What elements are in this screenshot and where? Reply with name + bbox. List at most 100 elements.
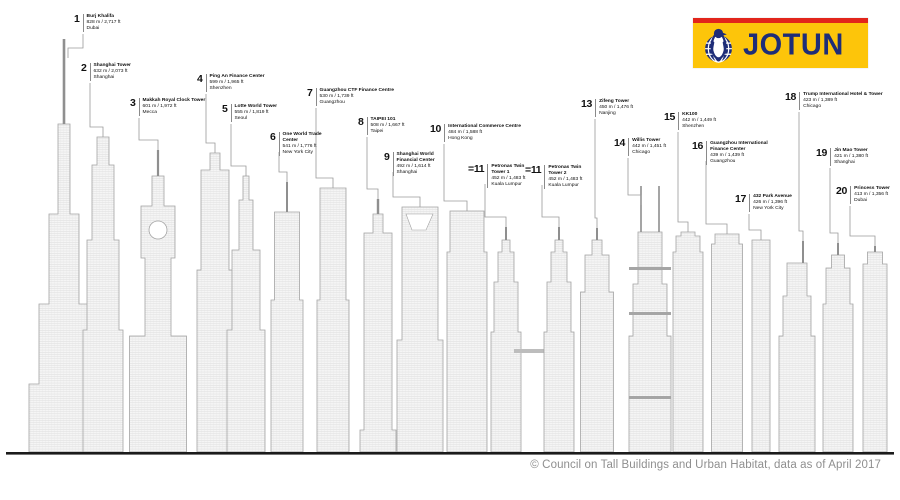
building-city: Kuala Lumpur bbox=[491, 181, 522, 187]
rank-number: 8 bbox=[358, 116, 364, 128]
label-divider bbox=[205, 74, 207, 92]
building-shape-13 bbox=[580, 228, 614, 453]
building-name: Shanghai World Financial Center bbox=[396, 152, 435, 163]
rank-number: 6 bbox=[270, 131, 276, 143]
building-city: Seoul bbox=[234, 115, 248, 121]
building-label-16: 16 Guangzhou International Finance Center… bbox=[692, 141, 772, 165]
building-name: Guangzhou CTF Finance Centre bbox=[319, 88, 394, 93]
building-shape-7 bbox=[316, 187, 350, 453]
building-label-eq11: =11 Petronas Twin Tower 2 452 m / 1,483 ft… bbox=[525, 165, 590, 189]
building-height: 601 m / 1,972 ft bbox=[142, 103, 177, 109]
label-leader-line bbox=[138, 118, 159, 150]
building-shape-8 bbox=[359, 199, 397, 453]
building-height: 423 m / 1,389 ft bbox=[803, 97, 838, 103]
building-shape-3 bbox=[129, 150, 187, 453]
label-leader-line bbox=[278, 152, 288, 182]
building-name: Princess Tower bbox=[854, 186, 890, 191]
rank-number: 14 bbox=[614, 137, 626, 149]
building-height: 484 m / 1,588 ft bbox=[448, 129, 483, 135]
label-divider bbox=[444, 124, 446, 142]
jotun-logo: JOTUN bbox=[693, 18, 868, 68]
building-city: Mecca bbox=[142, 109, 157, 115]
rank-number: 3 bbox=[130, 97, 136, 109]
label-leader-line bbox=[205, 94, 216, 153]
building-name: KK100 bbox=[682, 112, 698, 117]
label-leader-line bbox=[67, 34, 84, 58]
building-label-5: 5 Lotte World Tower 555 m / 1,819 ft Seoul bbox=[222, 104, 293, 122]
label-text: International Commerce Centre 484 m / 1,5… bbox=[448, 124, 543, 142]
building-name: TAIPEI 101 bbox=[370, 117, 396, 122]
label-leader-line bbox=[89, 83, 104, 137]
building-label-18: 18 Trump International Hotel & Tower 423 m… bbox=[785, 92, 900, 110]
building-name: International Commerce Centre bbox=[448, 124, 521, 129]
label-leader-line bbox=[392, 172, 421, 207]
building-height: 442 m / 1,449 ft bbox=[682, 117, 717, 123]
label-divider bbox=[678, 112, 680, 130]
building-label-4: 4 Ping An Finance Center 599 m / 1,965 ft S… bbox=[197, 74, 282, 92]
label-text: Ping An Finance Center 599 m / 1,965 ft Sh… bbox=[210, 74, 282, 92]
label-text: Makkah Royal Clock Tower 601 m / 1,972 ft… bbox=[143, 98, 221, 116]
building-name: Jin Mao Tower bbox=[834, 148, 868, 153]
building-height: 492 m / 1,614 ft bbox=[396, 163, 431, 169]
label-text: Jin Mao Tower 421 m / 1,380 ft Shanghai bbox=[834, 148, 884, 166]
label-divider bbox=[544, 165, 546, 189]
building-city: Nanjing bbox=[599, 110, 616, 116]
building-label-19: 19 Jin Mao Tower 421 m / 1,380 ft Shanghai bbox=[816, 148, 884, 166]
building-label-3: 3 Makkah Royal Clock Tower 601 m / 1,972 f… bbox=[130, 98, 221, 116]
label-text: Shanghai World Financial Center 492 m / 1… bbox=[397, 152, 447, 176]
label-leader-line bbox=[627, 158, 642, 205]
building-label-7: 7 Guangzhou CTF Finance Centre 530 m / 1,7… bbox=[307, 88, 412, 106]
building-name: Petronas Twin Tower 1 bbox=[491, 164, 525, 175]
rank-number: 13 bbox=[581, 98, 593, 110]
label-text: TAIPEI 101 508 m / 1,667 ft Taipei bbox=[371, 117, 415, 135]
brand-text: JOTUN bbox=[743, 27, 844, 62]
building-label-1: 1 Burj Khalifa 828 m / 2,717 ft Dubai bbox=[74, 14, 121, 32]
label-divider bbox=[706, 141, 708, 165]
label-leader-line bbox=[594, 119, 598, 228]
rank-number: 7 bbox=[307, 87, 313, 99]
rank-number: 10 bbox=[430, 123, 442, 135]
building-height: 541 m / 1,776 ft bbox=[282, 143, 317, 149]
label-divider bbox=[799, 92, 801, 110]
building-label-10: 10 International Commerce Centre 484 m / 1… bbox=[430, 124, 543, 142]
label-divider bbox=[628, 138, 630, 156]
building-shape-9 bbox=[396, 206, 444, 453]
building-shape-6 bbox=[270, 182, 304, 453]
rank-number: 1 bbox=[74, 13, 80, 25]
label-leader-line bbox=[705, 161, 728, 234]
label-text: Guangzhou International Finance Center 43… bbox=[710, 141, 772, 165]
rank-number: 15 bbox=[664, 111, 676, 123]
building-shape-5 bbox=[226, 175, 266, 453]
label-text: 432 Park Avenue 426 m / 1,396 ft New York … bbox=[753, 194, 815, 212]
building-city: Shanghai bbox=[834, 159, 855, 165]
label-text: KK100 442 m / 1,449 ft Shenzhen bbox=[682, 112, 726, 130]
rank-number: 16 bbox=[692, 140, 704, 152]
building-name: One World Trade Center bbox=[282, 132, 322, 143]
building-height: 421 m / 1,380 ft bbox=[834, 153, 869, 159]
building-name: Ping An Finance Center bbox=[209, 74, 265, 79]
building-city: Hong Kong bbox=[448, 135, 473, 141]
label-divider bbox=[595, 99, 597, 117]
building-label-17: 17 432 Park Avenue 426 m / 1,396 ft New Yor… bbox=[735, 194, 815, 212]
label-text: Petronas Twin Tower 2 452 m / 1,483 ft Kua… bbox=[548, 165, 590, 189]
building-shape-eq11 bbox=[490, 227, 552, 453]
label-text: Guangzhou CTF Finance Centre 530 m / 1,73… bbox=[320, 88, 412, 106]
rank-number: =11 bbox=[468, 163, 485, 175]
building-label-6: 6 One World Trade Center 541 m / 1,776 ft N… bbox=[270, 132, 325, 156]
rank-number: 19 bbox=[816, 147, 828, 159]
label-text: Zifeng Tower 450 m / 1,476 ft Nanjing bbox=[599, 99, 647, 117]
label-leader-line bbox=[677, 132, 689, 232]
building-city: Shenzhen bbox=[682, 123, 705, 129]
building-height: 632 m / 2,073 ft bbox=[93, 68, 128, 74]
label-divider bbox=[850, 186, 852, 204]
label-divider bbox=[830, 148, 832, 166]
building-shape-10 bbox=[446, 210, 488, 453]
building-height: 599 m / 1,965 ft bbox=[209, 79, 244, 85]
building-name: Petronas Twin Tower 2 bbox=[548, 165, 582, 176]
rank-number: 20 bbox=[836, 185, 848, 197]
label-leader-line bbox=[541, 185, 560, 227]
building-label-20: 20 Princess Tower 413 m / 1,356 ft Dubai bbox=[836, 186, 900, 204]
label-divider bbox=[89, 63, 91, 81]
label-text: Petronas Twin Tower 1 452 m / 1,483 ft Kua… bbox=[491, 164, 533, 188]
